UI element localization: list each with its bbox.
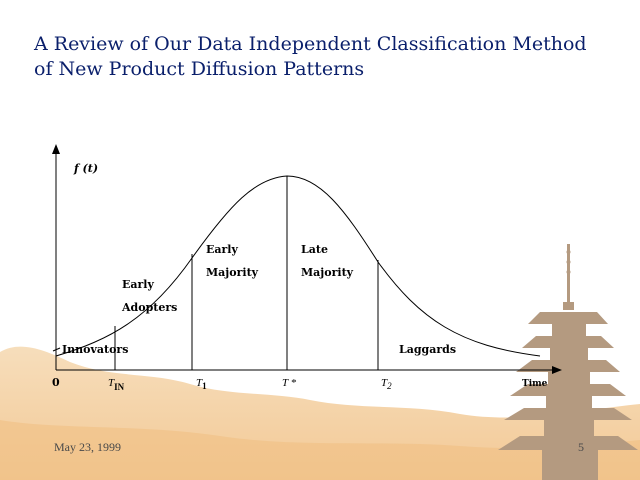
x-axis-arrow bbox=[552, 366, 562, 374]
tick-t-star-main: T * bbox=[282, 377, 297, 389]
title-line-2: of New Product Diffusion Patterns bbox=[34, 58, 365, 80]
segment-label-laggards: Laggards bbox=[399, 343, 457, 356]
y-axis-label: f (t) bbox=[74, 162, 99, 175]
tick-t1-sub: 1 bbox=[202, 381, 207, 391]
x-axis-label: Time bbox=[522, 379, 548, 389]
diffusion-curve bbox=[55, 175, 541, 357]
hill-wash-lower bbox=[0, 420, 640, 480]
footer-date: May 23, 1999 bbox=[54, 440, 121, 454]
segment-label-early-majority-2: Majority bbox=[206, 266, 259, 279]
tick-t-star: T * bbox=[282, 377, 296, 389]
pagoda-icon bbox=[498, 244, 638, 480]
segment-label-early-adopters-2: Adopters bbox=[122, 301, 178, 314]
tick-t2-main: T bbox=[381, 377, 388, 389]
tick-t2-sub: 2 bbox=[387, 381, 392, 391]
origin-label: 0 bbox=[52, 376, 60, 389]
tick-t-in-main: T bbox=[108, 377, 115, 389]
innovators-pointer bbox=[52, 347, 61, 352]
tick-t2: T2 bbox=[381, 377, 392, 391]
tick-t1: T1 bbox=[196, 377, 207, 391]
segment-label-innovators: Innovators bbox=[62, 343, 129, 356]
y-axis-arrow bbox=[52, 144, 60, 154]
page-number: 5 bbox=[578, 440, 584, 454]
segment-label-late-majority-2: Majority bbox=[301, 266, 354, 279]
segment-label-early-adopters-1: Early bbox=[122, 278, 154, 291]
slide-title: A Review of Our Data Independent Classif… bbox=[34, 32, 624, 82]
segment-label-early-majority-1: Early bbox=[206, 243, 238, 256]
tick-t-in: TIN bbox=[108, 377, 125, 392]
tick-t-in-sub: IN bbox=[114, 382, 125, 392]
title-line-1: A Review of Our Data Independent Classif… bbox=[34, 33, 587, 55]
tick-t1-main: T bbox=[196, 377, 203, 389]
segment-label-late-majority-1: Late bbox=[301, 243, 328, 256]
